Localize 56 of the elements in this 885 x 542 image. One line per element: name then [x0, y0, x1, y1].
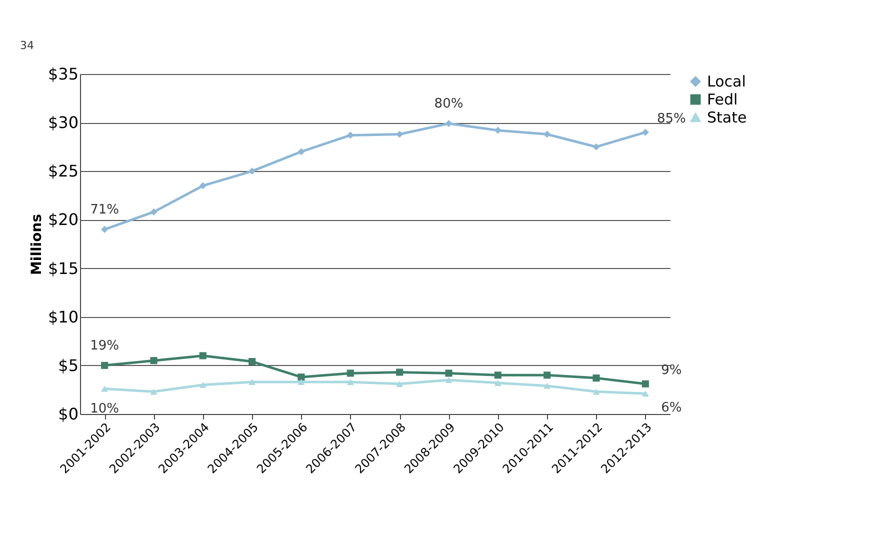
legend-label: Local — [707, 72, 746, 90]
point — [642, 380, 649, 388]
point — [592, 374, 600, 382]
point — [298, 374, 305, 381]
y-tick-label: $35 — [48, 64, 78, 84]
point — [445, 376, 452, 384]
point — [101, 386, 108, 392]
point — [494, 380, 502, 386]
annotation: 9% — [661, 362, 682, 378]
point — [248, 358, 256, 366]
point — [544, 372, 551, 379]
point — [298, 148, 305, 156]
y-tick-label: $25 — [48, 162, 78, 181]
point — [445, 370, 452, 377]
y-tick-label: $30 — [48, 113, 78, 132]
annotation: 71% — [90, 202, 120, 218]
point — [150, 208, 158, 216]
point — [642, 128, 649, 136]
y-tick-label: $5 — [58, 356, 78, 375]
y-tick-label: $20 — [48, 210, 78, 230]
point — [396, 380, 404, 387]
point — [396, 368, 404, 376]
point — [445, 120, 452, 128]
point — [346, 370, 354, 377]
point — [642, 390, 649, 397]
text: 34 — [20, 39, 34, 52]
point — [150, 357, 158, 364]
annotation: 6% — [661, 400, 682, 416]
point — [248, 168, 256, 175]
point — [592, 143, 600, 150]
point — [494, 372, 502, 379]
point — [346, 378, 354, 386]
point — [199, 182, 206, 190]
annotation: 10% — [90, 402, 120, 417]
y-axis-title: Millions — [28, 214, 45, 276]
point — [248, 378, 256, 386]
point — [199, 352, 206, 360]
point — [544, 382, 551, 389]
point — [346, 132, 354, 139]
point — [101, 362, 108, 369]
point — [150, 388, 158, 395]
annotation: 80% — [434, 96, 464, 112]
point — [494, 126, 502, 134]
legend-label: State — [707, 108, 747, 126]
annotation: 19% — [90, 338, 120, 354]
point — [101, 226, 108, 233]
y-tick-label: $10 — [48, 307, 78, 326]
point — [298, 378, 305, 386]
y-tick-label: $0 — [58, 404, 78, 424]
y-tick-label: $15 — [48, 258, 78, 278]
legend-label: Fedl — [707, 90, 738, 108]
point — [592, 388, 600, 395]
point — [544, 130, 551, 138]
point — [199, 382, 206, 388]
point — [396, 130, 404, 138]
annotation: 85% — [656, 111, 686, 126]
